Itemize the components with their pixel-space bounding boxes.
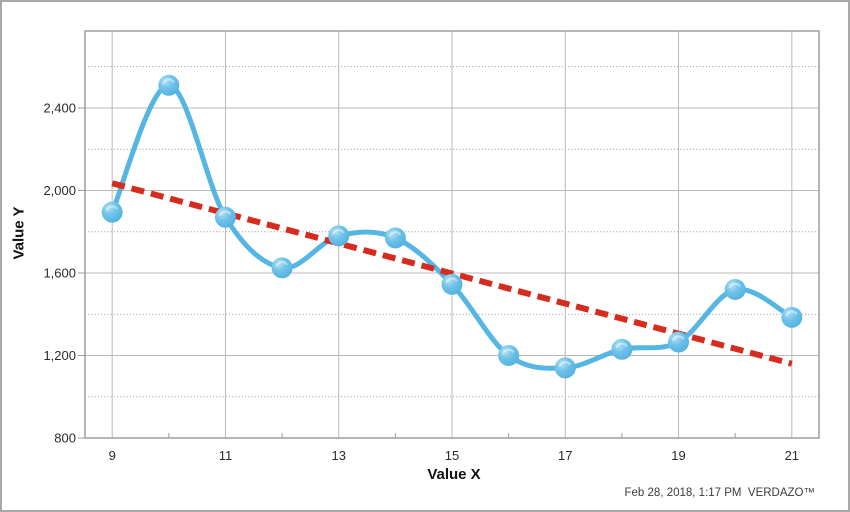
data-point-circle[interactable] bbox=[214, 206, 236, 228]
data-point-circle[interactable] bbox=[384, 227, 406, 249]
data-point-circle[interactable] bbox=[611, 338, 633, 360]
data-point-highlight bbox=[275, 260, 289, 275]
data-point-marker[interactable] bbox=[384, 227, 406, 249]
y-tick-label: 800 bbox=[54, 431, 76, 446]
plot-border bbox=[84, 30, 820, 439]
data-point-circle[interactable] bbox=[441, 273, 463, 295]
x-tick-label: 17 bbox=[558, 448, 572, 463]
y-axis-title: Value Y bbox=[10, 206, 28, 260]
data-point-highlight bbox=[501, 348, 516, 363]
data-point-marker[interactable] bbox=[668, 331, 690, 353]
tick-labels-layer: 800 1,200 1,600 2,000 2,400 9 11 13 15 17 19 21 bbox=[43, 100, 799, 463]
data-point-highlight bbox=[784, 310, 799, 325]
data-point-highlight bbox=[558, 360, 573, 375]
data-point-circle[interactable] bbox=[271, 257, 293, 279]
series-layer bbox=[101, 74, 803, 379]
data-point-marker[interactable] bbox=[441, 273, 463, 295]
data-point-marker[interactable] bbox=[611, 338, 633, 360]
x-tick-label: 13 bbox=[331, 448, 345, 463]
data-point-highlight bbox=[161, 78, 176, 93]
y-tick-label: 2,400 bbox=[43, 100, 76, 115]
x-tick-label: 15 bbox=[445, 448, 459, 463]
data-point-highlight bbox=[671, 335, 686, 349]
data-point-highlight bbox=[615, 342, 629, 357]
data-point-marker[interactable] bbox=[328, 225, 350, 247]
data-point-circle[interactable] bbox=[554, 357, 576, 379]
y-tick-label: 1,200 bbox=[43, 348, 76, 363]
x-tick-label: 9 bbox=[109, 448, 116, 463]
data-point-circle[interactable] bbox=[668, 331, 690, 353]
data-point-circle[interactable] bbox=[328, 225, 350, 247]
data-point-circle[interactable] bbox=[101, 201, 123, 223]
x-axis-title: Value X bbox=[427, 466, 481, 483]
data-point-highlight bbox=[728, 282, 743, 297]
data-point-highlight bbox=[218, 210, 233, 225]
data-point-circle[interactable] bbox=[498, 344, 520, 366]
x-tick-label: 19 bbox=[671, 448, 685, 463]
data-point-marker[interactable] bbox=[554, 357, 576, 379]
data-point-marker[interactable] bbox=[498, 344, 520, 366]
data-point-highlight bbox=[445, 277, 459, 292]
x-tick-label: 21 bbox=[785, 448, 799, 463]
data-point-highlight bbox=[105, 205, 120, 220]
data-point-marker[interactable] bbox=[101, 201, 123, 223]
data-point-circle[interactable] bbox=[781, 306, 803, 328]
axes-layer bbox=[78, 30, 820, 439]
data-point-marker[interactable] bbox=[781, 306, 803, 328]
x-tick-label: 11 bbox=[219, 448, 233, 463]
data-point-marker[interactable] bbox=[724, 278, 746, 300]
data-point-marker[interactable] bbox=[214, 206, 236, 228]
data-point-highlight bbox=[331, 228, 346, 243]
data-point-marker[interactable] bbox=[158, 74, 180, 96]
data-point-highlight bbox=[388, 231, 403, 245]
y-tick-label: 2,000 bbox=[43, 183, 76, 198]
y-tick-label: 1,600 bbox=[43, 265, 76, 280]
data-point-circle[interactable] bbox=[724, 278, 746, 300]
gridlines-layer bbox=[85, 31, 819, 439]
data-point-marker[interactable] bbox=[271, 257, 293, 279]
timestamp-watermark: Feb 28, 2018, 1:17 PM VERDAZO™ bbox=[624, 487, 815, 499]
data-point-circle[interactable] bbox=[158, 74, 180, 96]
